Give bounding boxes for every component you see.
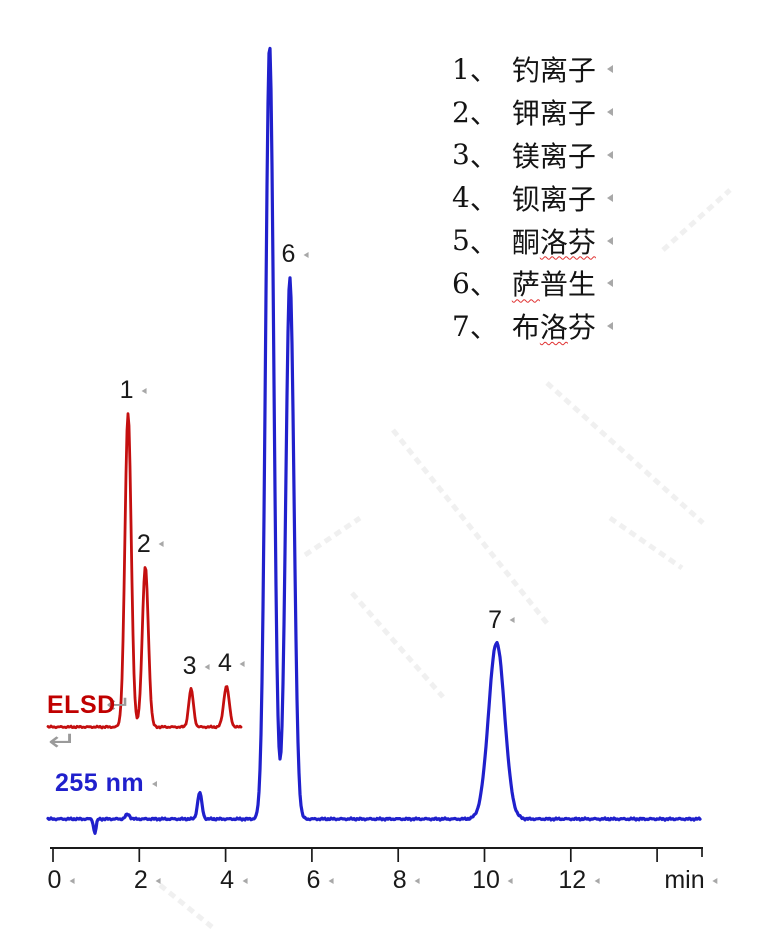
legend-item-5: 5、酮洛芬 [452, 219, 613, 262]
format-mark-icon [239, 877, 248, 884]
peak-label-4: 4 [218, 649, 245, 678]
uv-label-text: 255 nm [55, 769, 145, 797]
watermark-line [661, 188, 732, 252]
peak-number: 7 [488, 605, 503, 634]
watermark-line [545, 381, 705, 525]
format-mark-icon [300, 251, 309, 258]
legend-item-2: 2、钾离子 [452, 91, 613, 134]
watermark-line [391, 428, 552, 629]
peak-number: 3 [182, 652, 197, 681]
format-mark-icon [603, 150, 613, 159]
format-mark-icon [603, 236, 613, 245]
tick-text: 10 [472, 866, 500, 894]
format-mark-icon [412, 877, 420, 884]
uv-255nm-trace [46, 46, 702, 835]
watermark-line [608, 515, 684, 571]
format-mark-icon [139, 387, 147, 394]
peak-label-6: 6 [281, 240, 309, 269]
legend-number: 7 [452, 309, 470, 343]
x-tick-label-0: 0 [48, 866, 75, 895]
legend-separator: 、 [469, 97, 498, 131]
format-mark-icon [710, 877, 718, 884]
legend-analyte-name: 镁离子 [511, 139, 596, 173]
x-tick-label-6: 6 [306, 866, 334, 895]
peak-number: 6 [281, 240, 296, 269]
tick-text: 0 [47, 866, 62, 894]
legend-item-6: 6、萨普生 [452, 262, 613, 305]
legend-analyte-name: 钡离子 [511, 182, 596, 216]
return-mark-icon: ↵ [48, 727, 78, 757]
legend-analyte-name: 萨普生 [511, 268, 596, 302]
peak-label-1: 1 [120, 376, 147, 405]
tick-text: 12 [558, 866, 587, 894]
x-tick-label-12: 12 [558, 866, 600, 895]
x-tick-label-8: 8 [393, 866, 420, 895]
legend-item-1: 1、钓离子 [452, 48, 613, 91]
legend-separator: 、 [469, 268, 498, 302]
spellcheck-squiggle: 洛 [539, 311, 568, 345]
tick-text: 2 [133, 866, 148, 894]
legend-number: 2 [452, 95, 470, 129]
x-tick-label-4: 4 [220, 866, 248, 895]
legend-number: 3 [452, 138, 470, 172]
legend-analyte-name: 钓离子 [511, 54, 596, 88]
format-mark-icon [149, 780, 158, 787]
format-mark-icon [507, 617, 516, 624]
tick-text: 6 [306, 866, 321, 894]
legend-number: 1 [452, 52, 470, 86]
watermark-line [158, 883, 214, 929]
peak-number: 4 [218, 649, 232, 678]
legend-separator: 、 [469, 139, 498, 173]
spellcheck-squiggle: 萨 [511, 268, 540, 302]
format-mark-icon [603, 193, 613, 202]
legend-separator: 、 [469, 54, 498, 88]
legend-item-7: 7、布洛芬 [452, 305, 613, 348]
tick-text: min [664, 866, 705, 894]
format-mark-icon [505, 877, 513, 884]
legend-analyte-name: 钾离子 [511, 97, 596, 131]
peak-number: 1 [119, 376, 134, 404]
elsd-trace [46, 412, 243, 730]
elsd-trace-label: ELSD [47, 691, 116, 720]
legend-number: 5 [452, 224, 470, 258]
watermark-line [303, 515, 362, 558]
legend-analyte-name: 酮洛芬 [511, 225, 596, 259]
format-mark-icon [153, 877, 161, 884]
legend-item-4: 4、钡离子 [452, 176, 613, 219]
format-mark-icon [603, 108, 613, 117]
legend-analyte-name: 布洛芬 [511, 311, 596, 345]
format-mark-icon [603, 322, 613, 331]
x-tick-label-min: min [664, 866, 718, 895]
format-mark-icon [603, 65, 613, 74]
format-mark-icon [603, 279, 613, 288]
legend-item-3: 3、镁离子 [452, 134, 613, 177]
legend-separator: 、 [469, 182, 498, 216]
format-mark-icon [591, 877, 600, 884]
peak-legend: 1、钓离子 2、钾离子 3、镁离子 4、钡离子 5、酮洛芬 6、萨普生 7、布洛芬 [452, 48, 613, 348]
format-mark-icon [156, 541, 164, 548]
x-tick-label-10: 10 [472, 866, 513, 895]
watermark-line [350, 591, 445, 699]
peak-label-2: 2 [137, 530, 164, 559]
legend-separator: 、 [469, 311, 498, 345]
format-mark-icon [66, 877, 75, 884]
legend-number: 4 [452, 181, 470, 215]
peak-label-7: 7 [488, 605, 516, 635]
uv-trace-label: 255 nm [55, 769, 158, 798]
peak-number: 2 [136, 529, 151, 558]
legend-separator: 、 [469, 225, 498, 259]
legend-number: 6 [452, 266, 470, 300]
format-mark-icon [202, 663, 210, 670]
x-tick-label-2: 2 [134, 866, 161, 895]
elsd-label-text: ELSD [47, 691, 116, 719]
tick-text: 8 [392, 866, 407, 894]
peak-label-3: 3 [183, 652, 210, 681]
spellcheck-squiggle: 洛芬 [539, 225, 596, 259]
format-mark-icon [325, 877, 334, 884]
return-mark-icon: ↵ [106, 692, 133, 718]
tick-text: 4 [220, 866, 235, 894]
format-mark-icon [237, 660, 245, 667]
